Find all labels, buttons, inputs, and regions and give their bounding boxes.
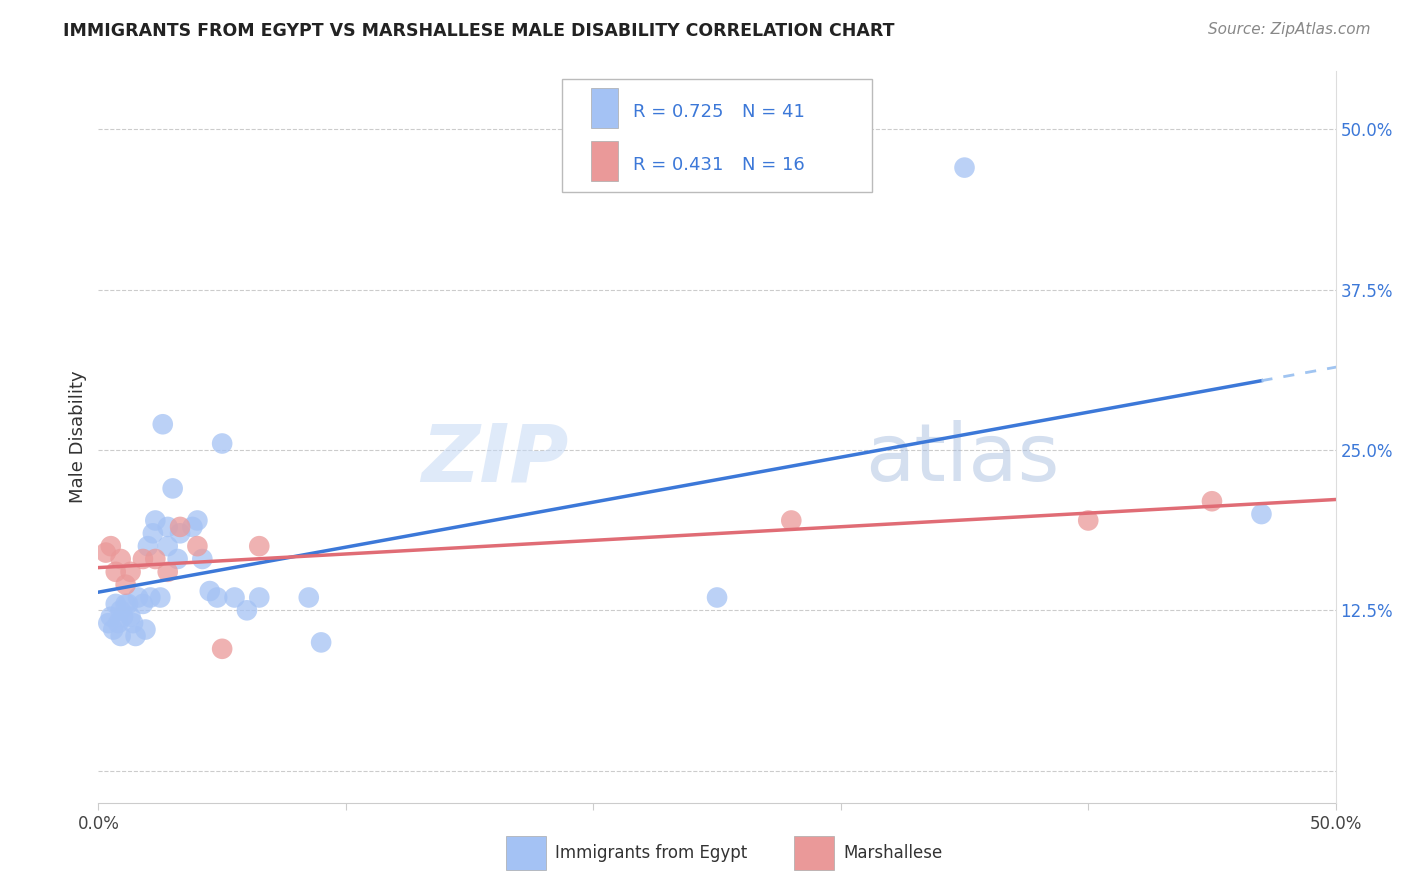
Point [104, 597, 127, 611]
Point [152, 417, 174, 432]
Point [132, 552, 155, 566]
Point [94, 545, 117, 559]
Point [706, 591, 728, 605]
Point [247, 539, 270, 553]
Point [181, 520, 204, 534]
Point [149, 591, 172, 605]
Point [143, 514, 166, 528]
Point [156, 565, 179, 579]
Point [211, 436, 233, 450]
Point [162, 482, 184, 496]
Point [127, 591, 149, 605]
Point [142, 526, 165, 541]
Point [97, 616, 120, 631]
Text: ZIP: ZIP [422, 420, 568, 498]
Text: R = 0.431: R = 0.431 [633, 156, 723, 174]
Point [122, 616, 145, 631]
Point [198, 584, 221, 599]
Point [110, 552, 132, 566]
Point [169, 526, 191, 541]
Point [110, 629, 132, 643]
Point [156, 539, 179, 553]
Text: Source: ZipAtlas.com: Source: ZipAtlas.com [1208, 22, 1371, 37]
Text: R = 0.725: R = 0.725 [633, 103, 724, 121]
FancyBboxPatch shape [562, 78, 872, 192]
Point [1201, 494, 1223, 508]
Point [103, 623, 125, 637]
Point [247, 591, 270, 605]
Point [186, 539, 208, 553]
Point [953, 161, 976, 175]
Point [309, 635, 332, 649]
Point [114, 577, 136, 591]
Point [191, 552, 214, 566]
Point [1077, 514, 1099, 528]
Y-axis label: Male Disability: Male Disability [69, 371, 87, 503]
Text: IMMIGRANTS FROM EGYPT VS MARSHALLESE MALE DISABILITY CORRELATION CHART: IMMIGRANTS FROM EGYPT VS MARSHALLESE MAL… [63, 22, 894, 40]
Point [143, 552, 166, 566]
Point [120, 609, 142, 624]
Point [156, 520, 179, 534]
Text: Immigrants from Egypt: Immigrants from Egypt [555, 844, 748, 862]
Point [100, 539, 122, 553]
Point [112, 609, 135, 624]
Point [120, 565, 142, 579]
Point [205, 591, 228, 605]
Point [166, 552, 188, 566]
Point [132, 597, 155, 611]
FancyBboxPatch shape [591, 88, 619, 128]
Point [169, 520, 191, 534]
Point [117, 597, 139, 611]
Point [224, 591, 246, 605]
Point [186, 514, 208, 528]
Point [780, 514, 803, 528]
Point [1250, 507, 1272, 521]
Point [124, 629, 146, 643]
Point [100, 609, 122, 624]
Point [107, 616, 129, 631]
FancyBboxPatch shape [591, 141, 619, 181]
Point [236, 603, 259, 617]
Point [136, 539, 159, 553]
Text: N = 41: N = 41 [742, 103, 804, 121]
Text: N = 16: N = 16 [742, 156, 804, 174]
Point [134, 623, 156, 637]
Text: Marshallese: Marshallese [844, 844, 943, 862]
Text: atlas: atlas [866, 420, 1060, 498]
Point [114, 597, 136, 611]
Point [110, 603, 132, 617]
Point [211, 641, 233, 656]
Point [104, 565, 127, 579]
Point [298, 591, 321, 605]
Point [139, 591, 162, 605]
